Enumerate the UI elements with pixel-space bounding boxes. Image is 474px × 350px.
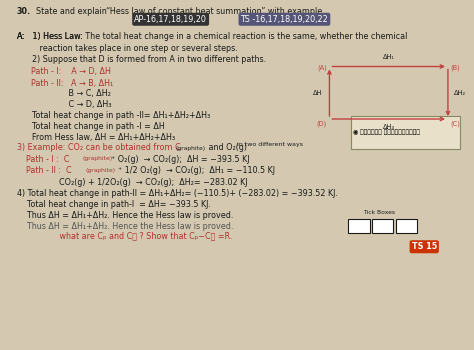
- Text: A:   1) Hess Law: The total heat change in a chemical reaction is the same, whet: A: 1) Hess Law: The total heat change in…: [17, 32, 407, 41]
- Text: (graphite): (graphite): [83, 156, 113, 161]
- Text: Path - I :  C: Path - I : C: [26, 155, 70, 164]
- Bar: [396, 219, 417, 233]
- Text: From Hess law, ΔH = ΔH₁+ΔH₂+ΔH₃: From Hess law, ΔH = ΔH₁+ΔH₂+ΔH₃: [17, 133, 175, 142]
- Text: ΔH₃: ΔH₃: [383, 124, 395, 130]
- Text: ⁺ 1/2 O₂(g)  → CO₂(g);  ΔH₁ = −110.5 KJ: ⁺ 1/2 O₂(g) → CO₂(g); ΔH₁ = −110.5 KJ: [118, 166, 274, 175]
- Text: (graphite): (graphite): [85, 168, 116, 173]
- Text: Total heat change in path -I = ΔH: Total heat change in path -I = ΔH: [17, 122, 164, 131]
- Text: ΔH: ΔH: [313, 90, 322, 96]
- Text: ΔH₁: ΔH₁: [383, 54, 395, 60]
- Text: Thus ΔH = ΔH₁+ΔH₂. Hence the Hess law is proved.: Thus ΔH = ΔH₁+ΔH₂. Hence the Hess law is…: [17, 211, 233, 220]
- Text: CO₂(g) + 1/2O₂(g)  → CO₂(g);  ΔH₂= −283.02 KJ: CO₂(g) + 1/2O₂(g) → CO₂(g); ΔH₂= −283.02…: [59, 178, 248, 187]
- Text: and O₂(g): and O₂(g): [206, 144, 247, 153]
- Bar: [348, 219, 370, 233]
- Text: what are Cₚ and Cᵜ ? Show that Cₚ−Cᵜ =R.: what are Cₚ and Cᵜ ? Show that Cₚ−Cᵜ =R.: [17, 231, 232, 240]
- Text: TS 15: TS 15: [411, 242, 437, 251]
- Text: State and explain“Hess law of constant heat summation” with example.: State and explain“Hess law of constant h…: [36, 7, 324, 16]
- Text: B → C, ΔH₂: B → C, ΔH₂: [31, 89, 111, 98]
- Text: Total heat change in path-I  = ΔH= −393.5 KJ.: Total heat change in path-I = ΔH= −393.5…: [17, 200, 210, 209]
- Text: ◉ ఆధునిక పరీక్షల్లో: ◉ ఆధునిక పరీక్షల్లో: [353, 130, 420, 135]
- Text: TS -16,17,18,19,20,22: TS -16,17,18,19,20,22: [240, 15, 328, 24]
- Bar: [351, 116, 460, 149]
- Text: Path - I:    A → D, ΔH: Path - I: A → D, ΔH: [31, 67, 111, 76]
- Text: (graphite): (graphite): [175, 146, 206, 150]
- Text: C → D, ΔH₃: C → D, ΔH₃: [31, 100, 111, 109]
- Text: A:   1) Hess Law:: A: 1) Hess Law:: [17, 32, 82, 41]
- Text: reaction takes place in one step or several steps.: reaction takes place in one step or seve…: [17, 44, 237, 53]
- Text: 30.: 30.: [17, 7, 31, 16]
- Bar: [372, 219, 393, 233]
- Text: ΔH₂: ΔH₂: [454, 90, 466, 96]
- Text: 3) Example: CO₂ can be obtained from C: 3) Example: CO₂ can be obtained from C: [17, 144, 180, 153]
- Text: Total heat change in path -II= ΔH₁+ΔH₂+ΔH₃: Total heat change in path -II= ΔH₁+ΔH₂+Δ…: [17, 111, 210, 120]
- Text: 4) Total heat change in path-II = ΔH₁+ΔH₂= (−110.5)+ (−283.02) = −393.52 KJ.: 4) Total heat change in path-II = ΔH₁+ΔH…: [17, 189, 337, 198]
- Text: Tick Boxes: Tick Boxes: [363, 210, 395, 215]
- Text: (B): (B): [450, 65, 460, 71]
- Text: ⁺ O₂(g)  → CO₂(g);  ΔH = −393.5 KJ: ⁺ O₂(g) → CO₂(g); ΔH = −393.5 KJ: [111, 155, 250, 164]
- Text: Path - II:   A → B, ΔH₁: Path - II: A → B, ΔH₁: [31, 79, 113, 88]
- Text: AP-16,17,18,19,20: AP-16,17,18,19,20: [134, 15, 207, 24]
- Text: Path - II :  C: Path - II : C: [26, 166, 72, 175]
- Text: 2) Suppose that D is formed from A in two different paths.: 2) Suppose that D is formed from A in tw…: [17, 55, 266, 64]
- Text: (C): (C): [450, 121, 460, 127]
- Text: A:: A:: [17, 32, 25, 41]
- Text: in two different ways: in two different ways: [237, 142, 303, 147]
- Text: Thus ΔH = ΔH₁+ΔH₂. Hence the Hess law is proved.: Thus ΔH = ΔH₁+ΔH₂. Hence the Hess law is…: [17, 222, 233, 231]
- Text: (D): (D): [317, 121, 327, 127]
- Text: (A): (A): [317, 65, 327, 71]
